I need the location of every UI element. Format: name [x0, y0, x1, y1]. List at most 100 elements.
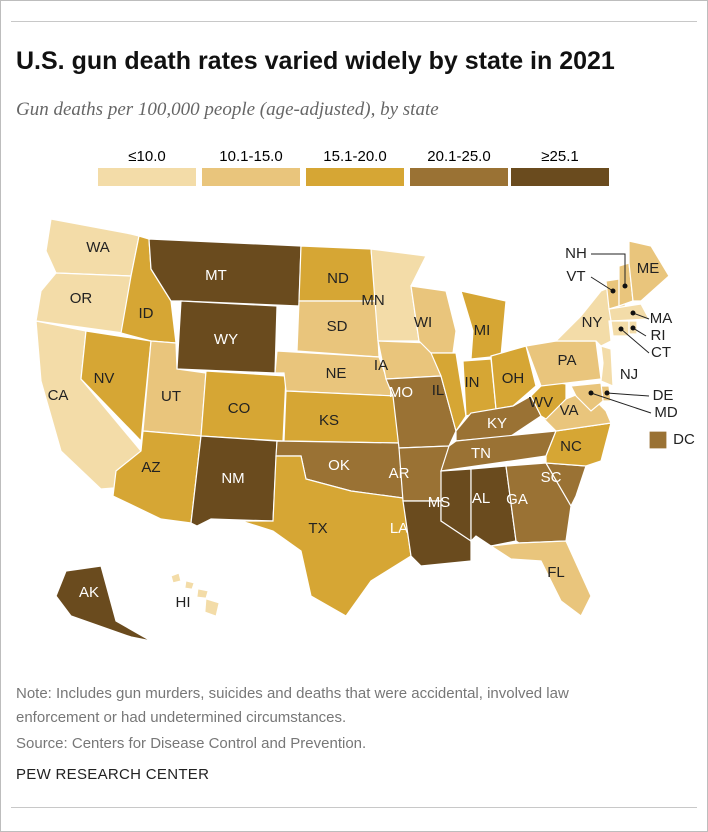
state-label: GA: [506, 491, 528, 508]
state: [430, 352, 467, 433]
state-label: OK: [328, 457, 350, 474]
state: [184, 580, 195, 590]
legend-swatch: [202, 168, 300, 186]
state: [628, 240, 670, 302]
legend-label: ≥25.1: [541, 148, 578, 165]
state-label: MS: [428, 494, 451, 511]
leader-dot: [622, 283, 628, 289]
state-label: KS: [319, 412, 339, 429]
state-label: WY: [214, 331, 238, 348]
legend-swatch: [511, 168, 609, 186]
state: [605, 278, 620, 310]
state-label: KY: [487, 415, 507, 432]
state-label: TX: [308, 520, 327, 537]
state: [55, 565, 152, 642]
state-label: NE: [326, 365, 347, 382]
state-label: WI: [414, 314, 432, 331]
source: Source: Centers for Disease Control and …: [16, 735, 367, 752]
leader-dot: [588, 390, 594, 396]
state-label: NC: [560, 438, 582, 455]
map: ≤10.0 10.1-15.0 15.1-20.0 20.1-25.0 ≥25.1 WA O…: [35, 148, 695, 642]
state-label: TN: [471, 445, 491, 462]
state: [283, 390, 400, 444]
state: [204, 598, 220, 617]
state-label: AZ: [141, 459, 160, 476]
state-label: WV: [529, 394, 553, 411]
state-label: OR: [70, 290, 93, 307]
state-label: AL: [472, 490, 490, 507]
state-label: HI: [176, 594, 191, 611]
state: [35, 272, 132, 334]
state-label: VA: [560, 402, 579, 419]
leader-dot: [630, 310, 636, 316]
legend-swatch: [306, 168, 404, 186]
state-label: ND: [327, 270, 349, 287]
state-label: MT: [205, 267, 227, 284]
state-label: IN: [465, 374, 480, 391]
state-label: CA: [48, 387, 69, 404]
state-label: RI: [651, 327, 666, 344]
top-rule: [11, 21, 697, 22]
leader-line: [591, 253, 626, 286]
state: [600, 345, 614, 387]
state: [460, 290, 507, 360]
legend-label: 15.1-20.0: [323, 148, 386, 165]
state-label: WA: [86, 239, 110, 256]
leader-line: [632, 312, 650, 320]
state-label: OH: [502, 370, 525, 387]
state-label: NV: [94, 370, 115, 387]
state-label: AK: [79, 584, 99, 601]
legend-swatch: [98, 168, 196, 186]
state: [196, 588, 209, 599]
subtitle: Gun deaths per 100,000 people (age-adjus…: [16, 99, 439, 120]
state-label: MI: [474, 322, 491, 339]
state-label: AR: [389, 465, 410, 482]
leader-line: [590, 392, 652, 414]
state-label: NY: [582, 314, 603, 331]
leader-line: [632, 327, 647, 337]
legend-label: ≤10.0: [128, 148, 165, 165]
state-label: MA: [650, 310, 673, 327]
legend-swatch: [410, 168, 508, 186]
state-label: ME: [637, 260, 660, 277]
state: [525, 340, 602, 387]
note: Note: Includes gun murders, suicides and…: [16, 685, 569, 726]
state: [490, 345, 537, 410]
state: [80, 330, 152, 443]
state-label: ID: [139, 305, 154, 322]
state-label: IA: [374, 357, 388, 374]
state-label: LA: [390, 520, 408, 537]
state-label: SD: [327, 318, 348, 335]
state-label: NH: [565, 245, 587, 262]
state-label: FL: [547, 564, 565, 581]
footer: PEW RESEARCH CENTER: [16, 766, 210, 783]
state: [489, 540, 592, 617]
state-label: PA: [558, 352, 577, 369]
bottom-rule: [11, 807, 697, 808]
legend-label: 20.1-25.0: [427, 148, 490, 165]
state-label: MO: [389, 384, 413, 401]
legend-label: 10.1-15.0: [219, 148, 282, 165]
state-label: IL: [432, 382, 445, 399]
state-label: NM: [221, 470, 244, 487]
leader-dot: [604, 390, 610, 396]
state-label: CT: [651, 344, 671, 361]
state-label: NJ: [620, 366, 638, 383]
state-label: VT: [566, 268, 585, 285]
state: [648, 430, 668, 450]
state-label: SC: [541, 469, 562, 486]
leader-dot: [610, 288, 616, 294]
title: U.S. gun death rates varied widely by st…: [16, 47, 615, 75]
state-label: CO: [228, 400, 251, 417]
state: [240, 455, 412, 617]
state-label: MN: [361, 292, 384, 309]
state-label: MD: [654, 404, 677, 421]
state-label: DC: [673, 431, 695, 448]
leader-line: [620, 328, 650, 354]
state: [570, 382, 604, 412]
leader-dot: [618, 326, 624, 332]
state-label: UT: [161, 388, 181, 405]
state-label: DE: [653, 387, 674, 404]
leader-line: [606, 392, 650, 397]
